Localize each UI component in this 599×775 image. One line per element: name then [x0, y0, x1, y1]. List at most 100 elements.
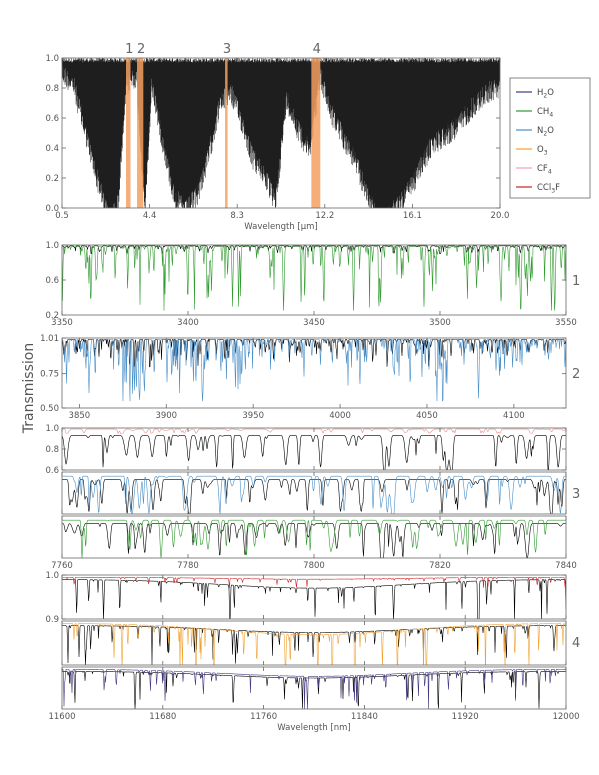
- panel4-sub2-series-line: [62, 671, 566, 709]
- panel3-sub2-frame: [61, 515, 567, 559]
- band-3-label: 3: [223, 42, 231, 57]
- legend-entry-label: N2O: [537, 126, 554, 138]
- panel4-sub1-series-line: [62, 625, 566, 665]
- band-4-label: 4: [313, 42, 321, 57]
- panel3-sub2-series-line: [62, 523, 566, 558]
- panel4-sub2-xtick-label: 11600: [48, 712, 75, 722]
- panel4-sub2-xtick-label: 11760: [250, 712, 277, 722]
- panel1-ytick-label: 0.2: [45, 311, 59, 321]
- panel2-ytick-label: 0.75: [40, 370, 59, 380]
- panel1-ytick-label: 0.6: [45, 276, 59, 286]
- panel4-sub2-xtick-label: 12000: [552, 712, 579, 722]
- panel4-ytick-label: 1.0: [45, 571, 59, 581]
- overview-x-axis-label: Wavelength [μm]: [244, 222, 317, 232]
- band-1-highlight: [126, 58, 131, 208]
- panel1-xtick-label: 3500: [429, 318, 451, 328]
- overview-spectrum-line: [62, 58, 500, 208]
- panel3-sub2-xtick-label: 7800: [303, 561, 325, 571]
- panel3-ytick-label: 0.6: [45, 466, 59, 476]
- y-axis-label: Transmission: [21, 343, 37, 434]
- overview-ytick-label: 0.2: [45, 174, 59, 184]
- panel3-sub1-series-line: [62, 479, 566, 514]
- panel1-xtick-label: 3450: [303, 318, 325, 328]
- band-4-highlight: [311, 58, 321, 208]
- panel3-sub0-series-line: [62, 435, 566, 470]
- panel3-sub1-series-line: [62, 475, 566, 514]
- legend-entry-sub: 3: [544, 150, 548, 157]
- panel1-xtick-label: 3350: [51, 318, 73, 328]
- overview-ytick-label: 0.6: [45, 114, 59, 124]
- panel3-sub2-xtick-label: 7780: [177, 561, 199, 571]
- panel1-ytick-label: 1.0: [45, 241, 59, 251]
- panel2-xtick-label: 3900: [155, 411, 177, 421]
- panel-3: 0.6 0.8 1.0 7760 7780 7800 7820 7840 3: [45, 424, 580, 571]
- panel-1: 3350 3400 3450 3500 3550 0.2 0.6 1.0 1: [45, 241, 580, 328]
- panel2-xtick-label: 3850: [69, 411, 91, 421]
- legend-entry-sub: 4: [549, 112, 553, 119]
- panel3-sub2-xtick-label: 7840: [555, 561, 577, 571]
- panel4-sub0-series-line: [62, 576, 566, 589]
- legend-entry-tail: F: [555, 183, 560, 193]
- overview-panel: 1 2 3 4 0.5 4.4 8.3 12.2 16.1 20.0 0.0 0.2 0.4 0.6 0.8…: [45, 42, 509, 232]
- panel-2: 3850 3900 3950 4000 4050 4100 0.50 0.75 1.01 2: [40, 334, 580, 421]
- panel3-sub2-series-line: [62, 519, 566, 558]
- panel2-ytick-label: 1.01: [40, 334, 59, 344]
- overview-xtick-label: 4.4: [143, 211, 157, 221]
- legend-entry-base: N: [537, 126, 543, 136]
- legend-entry-label: O3: [537, 145, 548, 157]
- panel4-sub2-frame: [61, 666, 567, 710]
- overview-frame: [61, 57, 501, 209]
- legend-entry-sub: 3: [551, 188, 555, 195]
- panel2-xtick-label: 4100: [503, 411, 525, 421]
- panel2-number-label: 2: [572, 367, 580, 382]
- legend-entry-sub: 4: [548, 169, 552, 176]
- overview-ytick-label: 1.0: [45, 54, 59, 64]
- band-3-highlight: [225, 58, 228, 208]
- legend-entry-label: CCl3F: [537, 183, 560, 195]
- panel4-sub0-series-line: [62, 579, 566, 619]
- panel4-number-label: 4: [572, 636, 580, 651]
- panel4-sub2-xtick-label: 11680: [149, 712, 176, 722]
- overview-xtick-label: 0.5: [55, 211, 69, 221]
- legend-entry-tail: O: [547, 88, 554, 98]
- overview-xtick-label: 16.1: [403, 211, 422, 221]
- legend-entry-base: CF: [537, 164, 548, 174]
- panel4-sub2-xtick-label: 11840: [351, 712, 378, 722]
- panel1-series-line: [62, 245, 566, 311]
- legend-box: [509, 77, 591, 199]
- panel4-sub1-frame: [61, 620, 567, 666]
- panel3-number-label: 3: [572, 487, 580, 502]
- panel4-ytick-label: 0.9: [45, 615, 59, 625]
- panel4-sub2-xtick-label: 11920: [452, 712, 479, 722]
- panel2-xtick-label: 4000: [329, 411, 351, 421]
- legend-entry-base: O: [537, 145, 544, 155]
- panel2-frame: [61, 337, 567, 409]
- panel4-sub0-frame: [61, 574, 567, 620]
- panel3-ytick-label: 1.0: [45, 424, 59, 434]
- overview-ytick-label: 0.8: [45, 84, 59, 94]
- panel2-xtick-label: 4050: [416, 411, 438, 421]
- panel1-number-label: 1: [572, 274, 580, 289]
- legend-entry-base: CCl: [537, 183, 551, 193]
- panel2-series-line: [62, 338, 566, 402]
- legend-entry-label: CF4: [537, 164, 552, 176]
- panel-4: 0.9 1.0 11600 11680 11760 11840 11920 12000 4 Wav…: [45, 571, 580, 733]
- band-2-label: 2: [137, 42, 145, 57]
- panel4-sub1-series-line: [62, 622, 566, 665]
- panel2-xtick-label: 3950: [242, 411, 264, 421]
- panel4-sub2-series-line: [62, 668, 566, 709]
- panel2-ytick-label: 0.50: [40, 404, 59, 414]
- panel1-xtick-label: 3400: [177, 318, 199, 328]
- legend-entry-base: H: [537, 88, 543, 98]
- band-2-highlight: [137, 58, 144, 208]
- overview-xtick-label: 12.2: [315, 211, 334, 221]
- overview-ytick-label: 0.0: [45, 204, 59, 214]
- band-1-label: 1: [125, 42, 133, 57]
- panel3-ytick-label: 0.8: [45, 445, 59, 455]
- legend-entry-base: CH: [537, 107, 549, 117]
- overview-xtick-label: 8.3: [230, 211, 244, 221]
- panel4-x-axis-label: Wavelength [nm]: [277, 723, 350, 733]
- legend-entry-label: CH4: [537, 107, 553, 119]
